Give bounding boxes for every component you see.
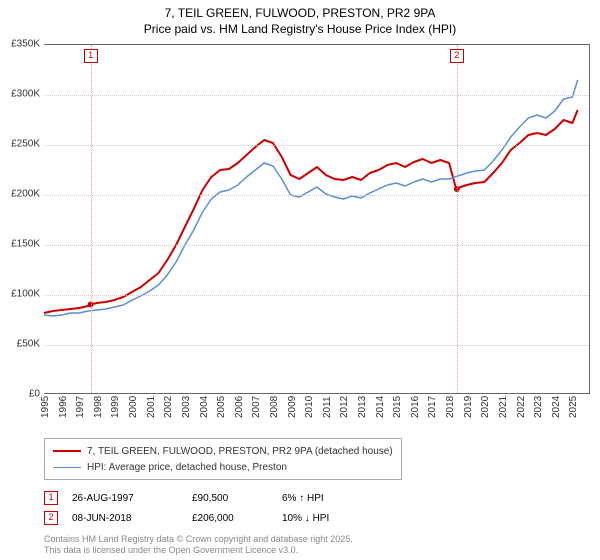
x-tick-label: 2003 (181, 396, 192, 418)
x-tick-label: 1998 (93, 396, 104, 418)
legend-swatch (53, 467, 81, 468)
plot-area: 12 (44, 44, 590, 394)
legend-label: HPI: Average price, detached house, Pres… (87, 462, 287, 473)
x-tick-label: 2019 (463, 396, 474, 418)
x-tick-label: 1996 (58, 396, 69, 418)
x-tick-label: 2025 (568, 396, 579, 418)
y-gridline (44, 145, 589, 146)
footnote-line-2: This data is licensed under the Open Gov… (44, 545, 298, 555)
x-tick-label: 2017 (427, 396, 438, 418)
x-tick-label: 2001 (146, 396, 157, 418)
marker-guideline-1 (91, 45, 92, 393)
transaction-rows: 1 26-AUG-1997£90,5006% ↑ HPI 2 08-JUN-2018£… (44, 488, 590, 528)
y-tick-label: £50K (17, 339, 40, 350)
y-tick-label: £350K (11, 39, 40, 50)
x-tick-label: 1997 (75, 396, 86, 418)
x-tick-label: 2021 (498, 396, 509, 418)
y-gridline (44, 245, 589, 246)
transaction-price: £90,500 (192, 493, 282, 504)
x-tick-label: 2018 (445, 396, 456, 418)
marker-box-1: 1 (84, 49, 98, 63)
legend-item: 7, TEIL GREEN, FULWOOD, PRESTON, PR2 9PA… (53, 443, 393, 459)
x-tick-label: 2016 (410, 396, 421, 418)
footnote-line-1: Contains HM Land Registry data © Crown c… (44, 534, 353, 544)
y-tick-label: £300K (11, 89, 40, 100)
x-tick-label: 2007 (251, 396, 262, 418)
transaction-row: 1 26-AUG-1997£90,5006% ↑ HPI (44, 488, 590, 508)
series-line-price_paid (44, 110, 578, 313)
x-tick-label: 2000 (128, 396, 139, 418)
plot-svg (44, 45, 590, 395)
chart-container: 7, TEIL GREEN, FULWOOD, PRESTON, PR2 9PA… (0, 0, 600, 560)
y-gridline (44, 295, 589, 296)
y-gridline (44, 195, 589, 196)
transaction-row: 2 08-JUN-2018£206,00010% ↓ HPI (44, 508, 590, 528)
marker-guideline-2 (457, 45, 458, 393)
transaction-marker-2: 2 (44, 511, 58, 525)
transaction-diff: 10% ↓ HPI (282, 513, 382, 524)
y-tick-label: £200K (11, 189, 40, 200)
transaction-date: 08-JUN-2018 (72, 513, 192, 524)
marker-box-2: 2 (450, 49, 464, 63)
x-tick-label: 2009 (287, 396, 298, 418)
x-tick-label: 2023 (533, 396, 544, 418)
y-gridline (44, 345, 589, 346)
x-tick-label: 2005 (216, 396, 227, 418)
y-gridline (44, 95, 589, 96)
y-axis: £0£50K£100K£150K£200K£250K£300K£350K (0, 44, 44, 394)
x-tick-label: 2012 (339, 396, 350, 418)
x-tick-label: 2024 (551, 396, 562, 418)
x-tick-label: 2002 (163, 396, 174, 418)
x-tick-label: 2008 (269, 396, 280, 418)
transaction-marker-1: 1 (44, 491, 58, 505)
transaction-diff: 6% ↑ HPI (282, 493, 382, 504)
y-tick-label: £100K (11, 289, 40, 300)
x-tick-label: 2010 (304, 396, 315, 418)
legend-label: 7, TEIL GREEN, FULWOOD, PRESTON, PR2 9PA… (87, 446, 393, 457)
legend-area: 7, TEIL GREEN, FULWOOD, PRESTON, PR2 9PA… (44, 438, 590, 528)
x-tick-label: 2014 (375, 396, 386, 418)
x-tick-label: 2004 (199, 396, 210, 418)
y-tick-label: £0 (29, 389, 40, 400)
transaction-date: 26-AUG-1997 (72, 493, 192, 504)
legend-swatch (53, 450, 81, 452)
x-tick-label: 1995 (40, 396, 51, 418)
x-tick-label: 2020 (480, 396, 491, 418)
series-line-hpi (44, 80, 578, 316)
y-tick-label: £250K (11, 139, 40, 150)
x-tick-label: 2013 (357, 396, 368, 418)
chart-title-2: Price paid vs. HM Land Registry's House … (0, 22, 600, 38)
chart-titles: 7, TEIL GREEN, FULWOOD, PRESTON, PR2 9PA… (0, 0, 600, 37)
transaction-price: £206,000 (192, 513, 282, 524)
x-axis: 1995199619971998199920002001200220032004… (44, 394, 590, 434)
x-tick-label: 2011 (322, 396, 333, 418)
footnote: Contains HM Land Registry data © Crown c… (44, 534, 590, 557)
x-tick-label: 2006 (234, 396, 245, 418)
legend-box: 7, TEIL GREEN, FULWOOD, PRESTON, PR2 9PA… (44, 438, 402, 480)
y-tick-label: £150K (11, 239, 40, 250)
x-tick-label: 2022 (516, 396, 527, 418)
chart-title-1: 7, TEIL GREEN, FULWOOD, PRESTON, PR2 9PA (0, 6, 600, 22)
x-tick-label: 1999 (110, 396, 121, 418)
x-tick-label: 2015 (392, 396, 403, 418)
legend-item: HPI: Average price, detached house, Pres… (53, 459, 393, 475)
